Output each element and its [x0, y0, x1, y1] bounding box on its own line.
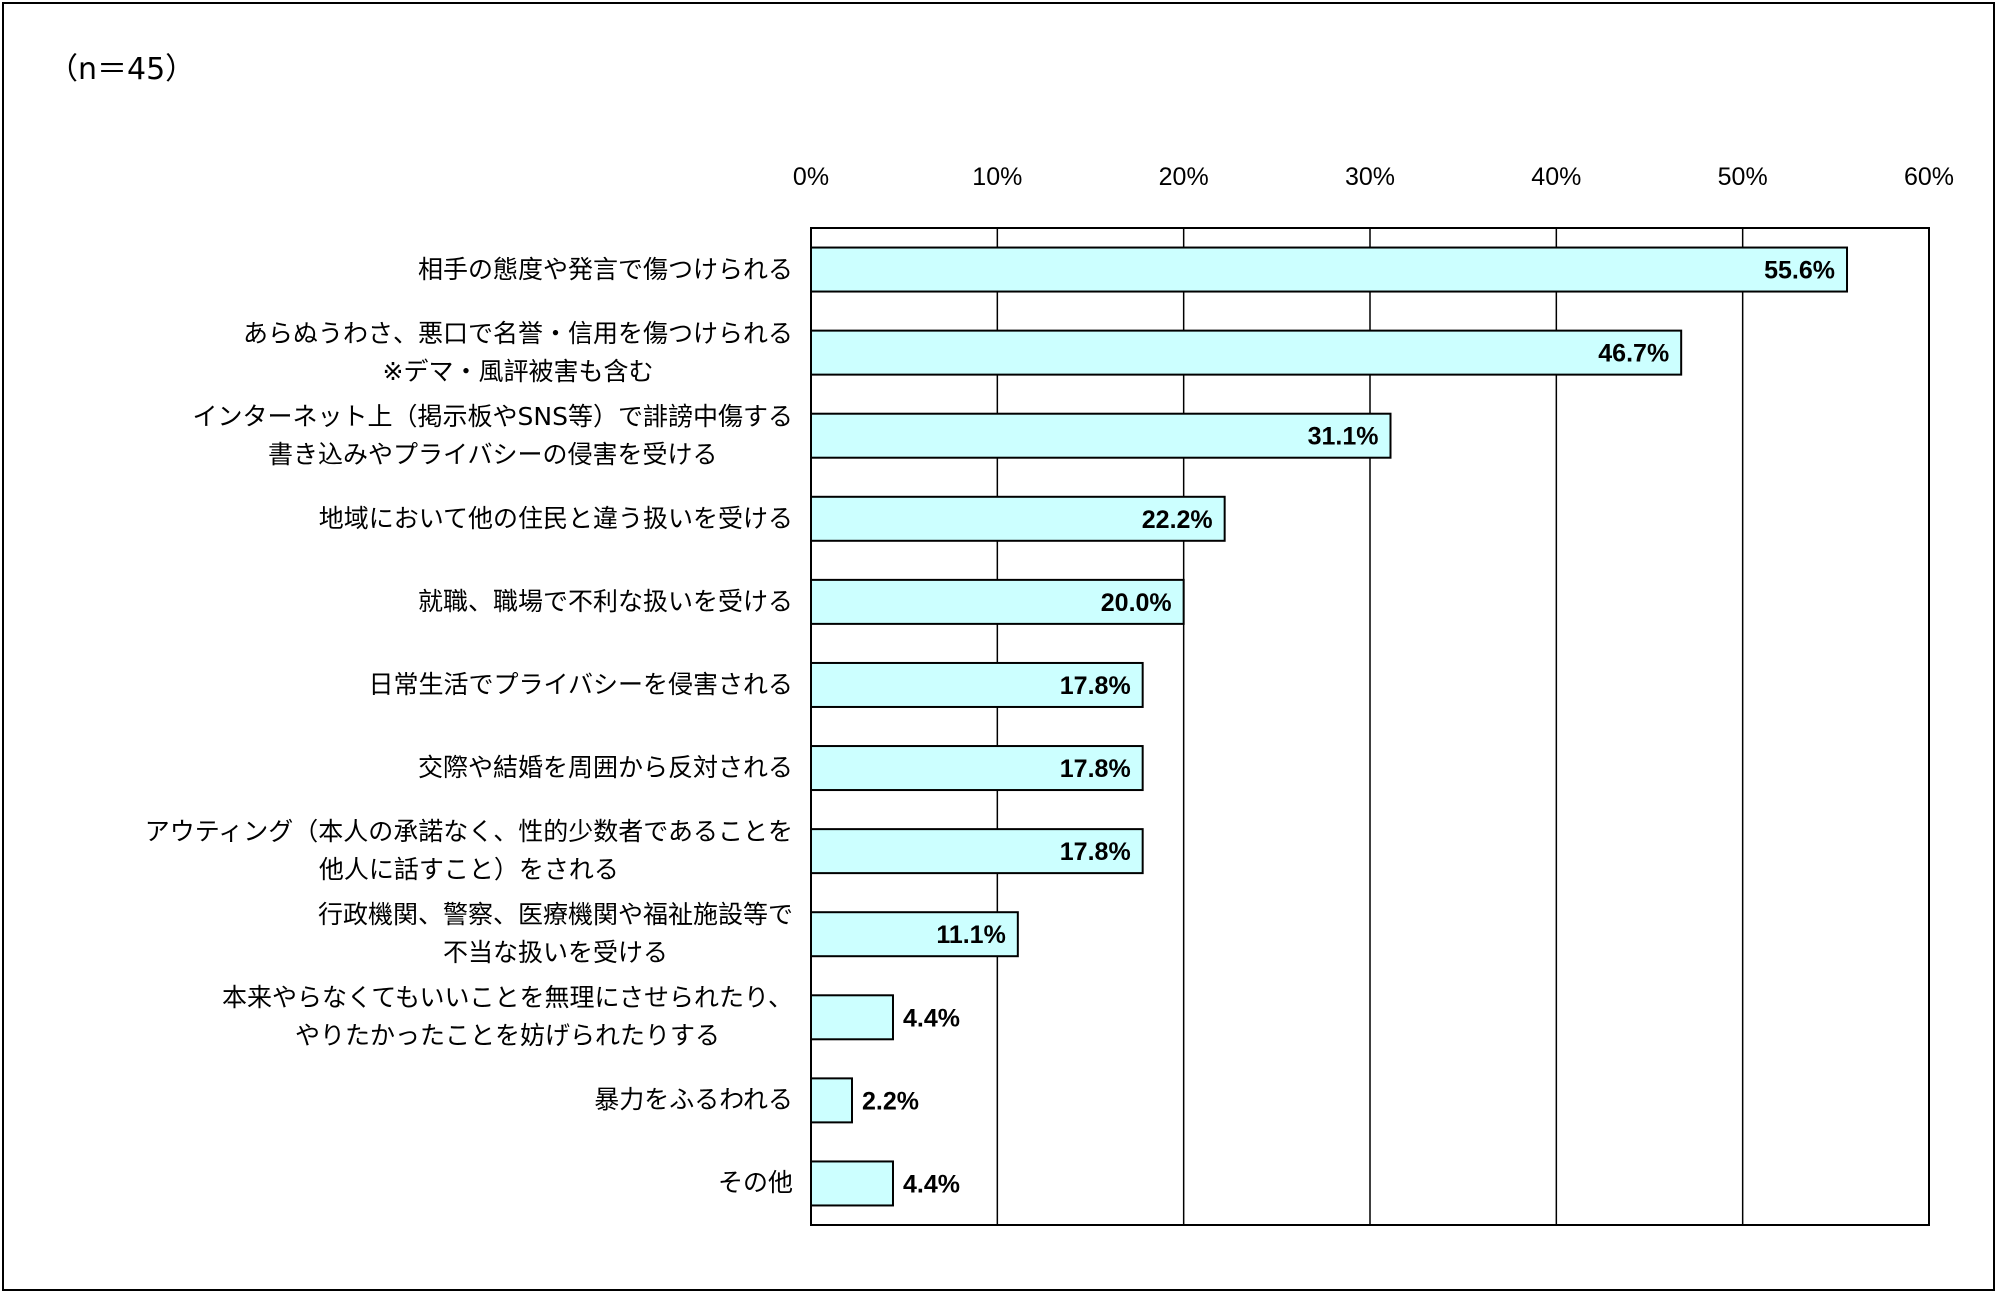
category-label: 地域において他の住民と違う扱いを受ける — [319, 500, 793, 538]
data-label: 22.2% — [1142, 506, 1213, 534]
category-label-line: アウティング（本人の承諾なく、性的少数者であることを — [144, 817, 793, 847]
category-label: あらぬうわさ、悪口で名誉・信用を傷つけられる ※デマ・風評被害も含む — [243, 315, 793, 391]
bar — [810, 745, 1144, 792]
data-label: 2.2% — [862, 1087, 919, 1115]
data-label: 17.8% — [1060, 672, 1131, 700]
category-label: 暴力をふるわれる — [594, 1081, 793, 1119]
bar — [810, 578, 1185, 625]
data-label: 17.8% — [1060, 838, 1131, 866]
category-label-line: ※デマ・風評被害も含む — [382, 356, 654, 386]
bar — [810, 246, 1849, 293]
x-tick-label: 30% — [1345, 163, 1395, 191]
category-label-line: 地域において他の住民と違う扱いを受ける — [318, 503, 793, 533]
x-tick-label: 0% — [793, 163, 829, 191]
category-label-line: 書き込みやプライバシーの侵害を受ける — [268, 439, 718, 469]
sample-size-note: （n＝45） — [48, 52, 196, 87]
x-tick-label: 60% — [1904, 163, 1954, 191]
data-label: 4.4% — [903, 1170, 960, 1198]
category-label-line: インターネット上（掲示板やSNS等）で誹謗中傷する — [192, 401, 793, 431]
category-label: 就職、職場で不利な扱いを受ける — [418, 583, 793, 621]
bar — [810, 911, 1019, 958]
category-label: 日常生活でプライバシーを侵害される — [368, 666, 793, 704]
data-label: 46.7% — [1598, 340, 1669, 368]
category-label: 行政機関、警察、医療機関や福祉施設等で 不当な扱いを受ける — [318, 896, 793, 972]
category-label: 交際や結婚を周囲から反対される — [418, 749, 793, 787]
data-label: 20.0% — [1101, 589, 1172, 617]
category-label: 相手の態度や発言で傷つけられる — [418, 251, 793, 289]
x-tick-label: 50% — [1718, 163, 1768, 191]
category-label-line: 暴力をふるわれる — [594, 1085, 793, 1115]
bar — [810, 828, 1144, 875]
data-label: 55.6% — [1764, 257, 1835, 285]
category-label-line: 就職、職場で不利な扱いを受ける — [417, 586, 793, 616]
category-label-line: その他 — [717, 1168, 793, 1198]
bar — [810, 661, 1144, 708]
category-label-line: 本来やらなくてもいいことを無理にさせられたり、 — [221, 983, 793, 1013]
data-label: 11.1% — [936, 921, 1006, 949]
category-label-line: 他人に話すこと）をされる — [318, 855, 619, 885]
bar — [810, 495, 1226, 542]
data-label: 31.1% — [1308, 423, 1379, 451]
bar — [810, 412, 1392, 459]
category-label-line: 相手の態度や発言で傷つけられる — [417, 254, 793, 284]
bar — [810, 329, 1683, 376]
category-label: 本来やらなくてもいいことを無理にさせられたり、 やりたかったことを妨げられたりする — [222, 979, 793, 1055]
category-label-line: 行政機関、警察、医療機関や福祉施設等で — [317, 900, 793, 930]
bar — [810, 994, 894, 1041]
x-tick-label: 20% — [1159, 163, 1209, 191]
category-label-line: あらぬうわさ、悪口で名誉・信用を傷つけられる — [242, 318, 793, 348]
x-tick-label: 40% — [1531, 163, 1581, 191]
plot-border — [810, 227, 1930, 1226]
category-label-line: 不当な扱いを受ける — [442, 938, 668, 968]
bar — [810, 1160, 894, 1207]
category-label: インターネット上（掲示板やSNS等）で誹謗中傷する 書き込みやプライバシーの侵害を… — [193, 398, 793, 474]
x-tick-label: 10% — [972, 163, 1022, 191]
category-label-line: 日常生活でプライバシーを侵害される — [368, 669, 793, 699]
data-label: 17.8% — [1060, 755, 1131, 783]
category-label: その他 — [718, 1164, 793, 1202]
category-label-line: やりたかったことを妨げられたりする — [294, 1021, 720, 1051]
category-label: アウティング（本人の承諾なく、性的少数者であることを 他人に話すこと）をされる — [145, 813, 793, 889]
bar — [810, 1077, 853, 1124]
category-label-line: 交際や結婚を周囲から反対される — [417, 753, 793, 783]
data-label: 4.4% — [903, 1004, 960, 1032]
